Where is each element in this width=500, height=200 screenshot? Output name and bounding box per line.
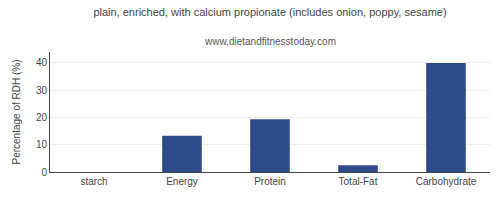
svg-text:Protein: Protein <box>254 176 286 187</box>
svg-text:10: 10 <box>36 139 48 150</box>
svg-text:20: 20 <box>36 112 48 123</box>
svg-text:40: 40 <box>36 57 48 68</box>
svg-text:0: 0 <box>41 167 47 178</box>
svg-text:30: 30 <box>36 85 48 96</box>
svg-text:plain, enriched, with calcium: plain, enriched, with calcium propionate… <box>93 6 446 18</box>
svg-text:starch: starch <box>80 176 107 187</box>
svg-text:www.dietandfitnesstoday.com: www.dietandfitnesstoday.com <box>204 36 336 47</box>
svg-text:Total-Fat: Total-Fat <box>339 176 378 187</box>
svg-text:Energy: Energy <box>166 176 198 187</box>
svg-text:Carbohydrate: Carbohydrate <box>416 176 477 187</box>
svg-text:Percentage of RDH (%): Percentage of RDH (%) <box>11 59 22 164</box>
